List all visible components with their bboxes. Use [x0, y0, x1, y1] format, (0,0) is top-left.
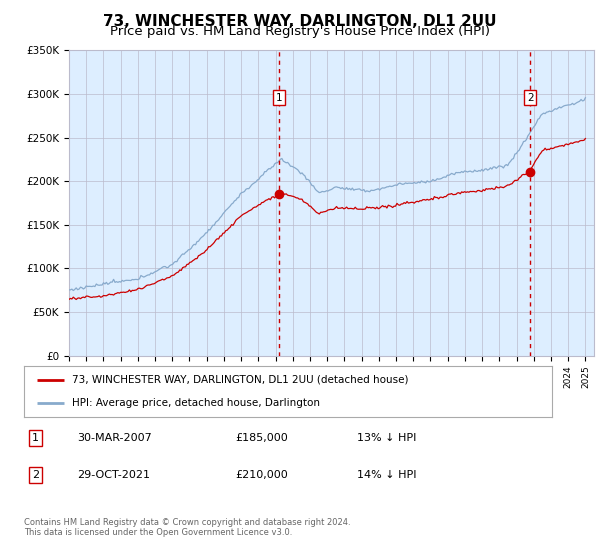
Text: Price paid vs. HM Land Registry's House Price Index (HPI): Price paid vs. HM Land Registry's House … — [110, 25, 490, 38]
Text: HPI: Average price, detached house, Darlington: HPI: Average price, detached house, Darl… — [71, 398, 320, 408]
Text: £210,000: £210,000 — [235, 470, 288, 480]
Text: 73, WINCHESTER WAY, DARLINGTON, DL1 2UU: 73, WINCHESTER WAY, DARLINGTON, DL1 2UU — [103, 14, 497, 29]
Text: 29-OCT-2021: 29-OCT-2021 — [77, 470, 150, 480]
Text: 13% ↓ HPI: 13% ↓ HPI — [356, 433, 416, 443]
Text: 14% ↓ HPI: 14% ↓ HPI — [356, 470, 416, 480]
Text: £185,000: £185,000 — [235, 433, 288, 443]
Text: 2: 2 — [32, 470, 39, 480]
Text: Contains HM Land Registry data © Crown copyright and database right 2024.
This d: Contains HM Land Registry data © Crown c… — [24, 518, 350, 538]
Text: 2: 2 — [527, 93, 533, 102]
Text: 1: 1 — [276, 93, 283, 102]
Text: 73, WINCHESTER WAY, DARLINGTON, DL1 2UU (detached house): 73, WINCHESTER WAY, DARLINGTON, DL1 2UU … — [71, 375, 408, 385]
Text: 30-MAR-2007: 30-MAR-2007 — [77, 433, 152, 443]
Text: 1: 1 — [32, 433, 39, 443]
